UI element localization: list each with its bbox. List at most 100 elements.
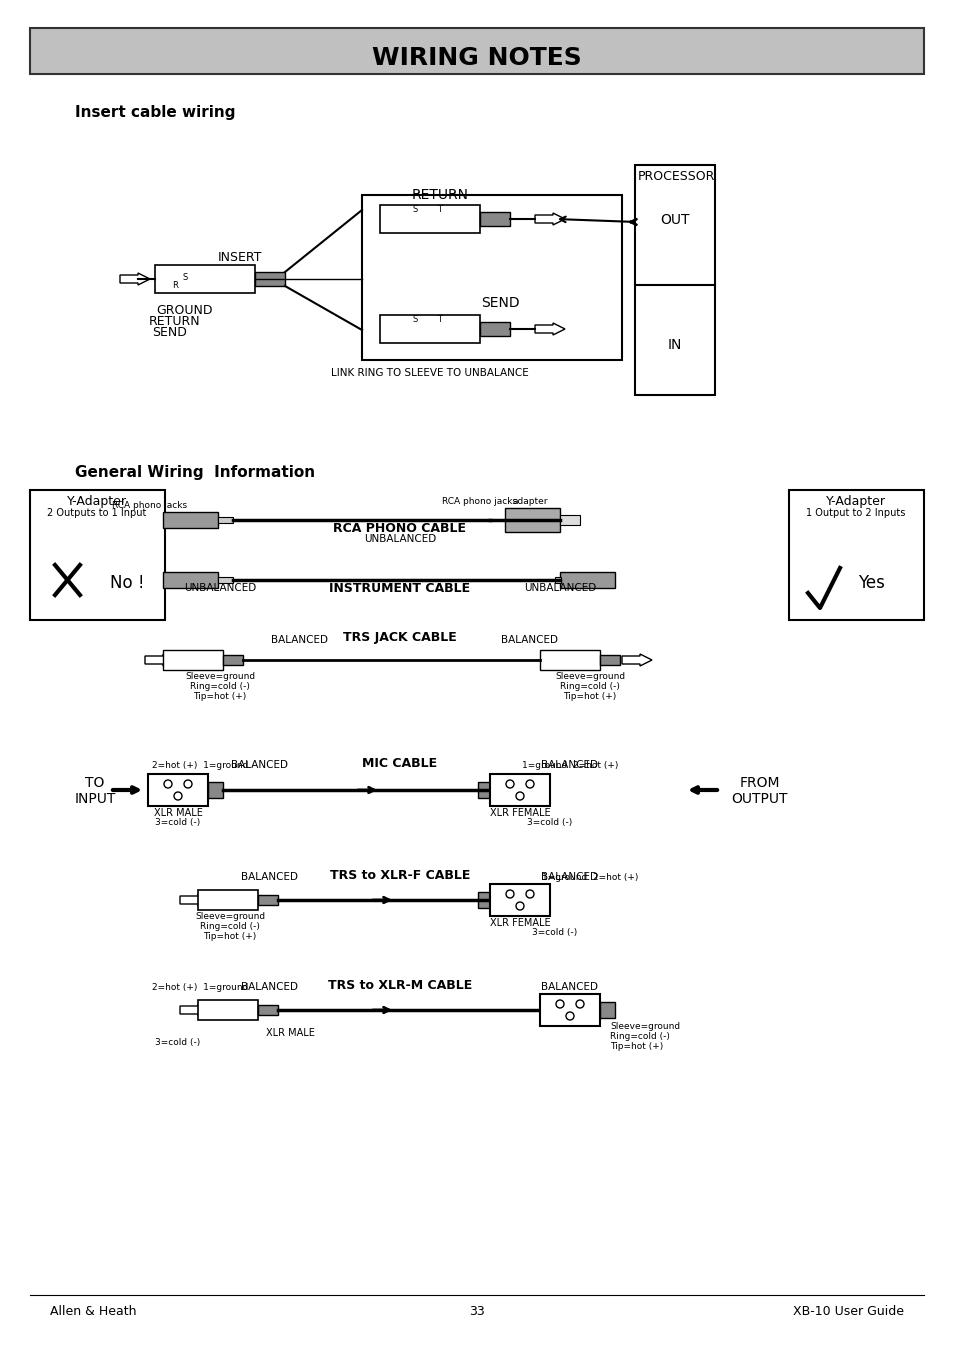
Text: T: T: [437, 316, 442, 324]
Text: XLR FEMALE: XLR FEMALE: [489, 808, 550, 817]
Bar: [198, 1000, 257, 1020]
Bar: [504, 508, 559, 532]
Text: BALANCED: BALANCED: [272, 635, 328, 644]
Text: INSTRUMENT CABLE: INSTRUMENT CABLE: [329, 582, 470, 594]
Bar: [30, 490, 165, 620]
Bar: [257, 894, 277, 905]
Text: BALANCED: BALANCED: [541, 761, 598, 770]
Text: SEND: SEND: [152, 326, 187, 339]
Circle shape: [164, 780, 172, 788]
Circle shape: [525, 780, 534, 788]
Text: Allen & Heath: Allen & Heath: [50, 1305, 136, 1319]
Text: OUT: OUT: [659, 213, 689, 227]
Text: PROCESSOR: PROCESSOR: [637, 170, 714, 182]
Text: Sleeve=ground: Sleeve=ground: [555, 671, 624, 681]
Bar: [218, 517, 233, 523]
Text: TRS JACK CABLE: TRS JACK CABLE: [343, 631, 456, 644]
Text: Ring=cold (-): Ring=cold (-): [559, 682, 619, 690]
Text: S: S: [412, 316, 417, 324]
Text: FROM
OUTPUT: FROM OUTPUT: [731, 775, 787, 807]
Text: UNBALANCED: UNBALANCED: [363, 534, 436, 544]
Bar: [163, 512, 218, 528]
Text: XLR MALE: XLR MALE: [265, 1028, 314, 1038]
Bar: [208, 782, 223, 798]
Text: BALANCED: BALANCED: [501, 635, 558, 644]
Text: XLR MALE: XLR MALE: [153, 808, 202, 817]
Text: XLR FEMALE: XLR FEMALE: [489, 917, 550, 928]
Bar: [477, 892, 491, 908]
FancyArrow shape: [621, 654, 651, 666]
Text: BALANCED: BALANCED: [541, 982, 598, 992]
Circle shape: [556, 1000, 563, 1008]
Text: TRS to XLR-M CABLE: TRS to XLR-M CABLE: [328, 979, 472, 992]
Text: SEND: SEND: [480, 296, 518, 309]
Bar: [788, 490, 923, 620]
Text: 3=cold (-): 3=cold (-): [532, 928, 577, 938]
Text: UNBALANCED: UNBALANCED: [184, 584, 255, 593]
Text: General Wiring  Information: General Wiring Information: [75, 465, 314, 480]
Text: RETURN: RETURN: [411, 188, 468, 203]
Circle shape: [505, 890, 514, 898]
Text: RCA phono jacks: RCA phono jacks: [112, 501, 188, 509]
Bar: [148, 774, 208, 807]
Text: BALANCED: BALANCED: [241, 982, 298, 992]
Text: Y-Adapter: Y-Adapter: [67, 494, 127, 508]
Text: GROUND: GROUND: [156, 304, 213, 317]
Bar: [490, 774, 550, 807]
Bar: [559, 571, 615, 588]
Text: Ring=cold (-): Ring=cold (-): [200, 921, 259, 931]
Bar: [379, 205, 479, 232]
Text: Sleeve=ground: Sleeve=ground: [609, 1021, 679, 1031]
Text: adapter: adapter: [512, 497, 547, 507]
FancyArrow shape: [145, 654, 174, 666]
Circle shape: [576, 1000, 583, 1008]
Text: R: R: [172, 281, 178, 289]
Text: Ring=cold (-): Ring=cold (-): [190, 682, 250, 690]
Text: Sleeve=ground: Sleeve=ground: [185, 671, 254, 681]
Bar: [479, 322, 510, 336]
Bar: [379, 315, 479, 343]
Text: RETURN: RETURN: [149, 315, 200, 328]
Circle shape: [516, 792, 523, 800]
Text: S: S: [182, 273, 188, 282]
Text: MIC CABLE: MIC CABLE: [362, 757, 437, 770]
Bar: [198, 890, 257, 911]
Text: 1 Output to 2 Inputs: 1 Output to 2 Inputs: [805, 508, 904, 517]
Text: IN: IN: [667, 338, 681, 353]
Text: XB-10 User Guide: XB-10 User Guide: [792, 1305, 903, 1319]
Text: 3=cold (-): 3=cold (-): [527, 817, 572, 827]
Bar: [30, 28, 923, 74]
Circle shape: [516, 902, 523, 911]
Text: 3=cold (-): 3=cold (-): [155, 817, 200, 827]
Bar: [254, 272, 285, 286]
Text: TO
INPUT: TO INPUT: [74, 775, 115, 807]
Text: UNBALANCED: UNBALANCED: [523, 584, 596, 593]
Text: 2=hot (+)  1=ground: 2=hot (+) 1=ground: [152, 761, 248, 770]
Text: TRS to XLR-F CABLE: TRS to XLR-F CABLE: [330, 869, 470, 882]
Text: 2 Outputs to 1 Input: 2 Outputs to 1 Input: [48, 508, 147, 517]
FancyArrow shape: [180, 894, 210, 907]
Text: 1=ground  2=hot (+): 1=ground 2=hot (+): [521, 761, 618, 770]
Bar: [163, 571, 218, 588]
Circle shape: [565, 1012, 574, 1020]
Text: BALANCED: BALANCED: [241, 871, 298, 882]
Text: No !: No !: [110, 574, 144, 592]
Bar: [599, 1002, 615, 1019]
Circle shape: [505, 780, 514, 788]
Text: Tip=hot (+): Tip=hot (+): [203, 932, 256, 942]
Bar: [539, 994, 599, 1025]
Bar: [555, 577, 560, 584]
Text: 33: 33: [469, 1305, 484, 1319]
FancyArrow shape: [535, 323, 564, 335]
Text: INSERT: INSERT: [217, 251, 262, 263]
Text: Y-Adapter: Y-Adapter: [825, 494, 885, 508]
FancyArrow shape: [180, 1004, 210, 1016]
Text: Yes: Yes: [857, 574, 884, 592]
Text: RCA PHONO CABLE: RCA PHONO CABLE: [334, 521, 466, 535]
Text: S: S: [412, 205, 417, 215]
Text: Tip=hot (+): Tip=hot (+): [193, 692, 247, 701]
Bar: [490, 884, 550, 916]
FancyArrow shape: [535, 213, 564, 226]
Bar: [479, 212, 510, 226]
Bar: [218, 577, 233, 584]
